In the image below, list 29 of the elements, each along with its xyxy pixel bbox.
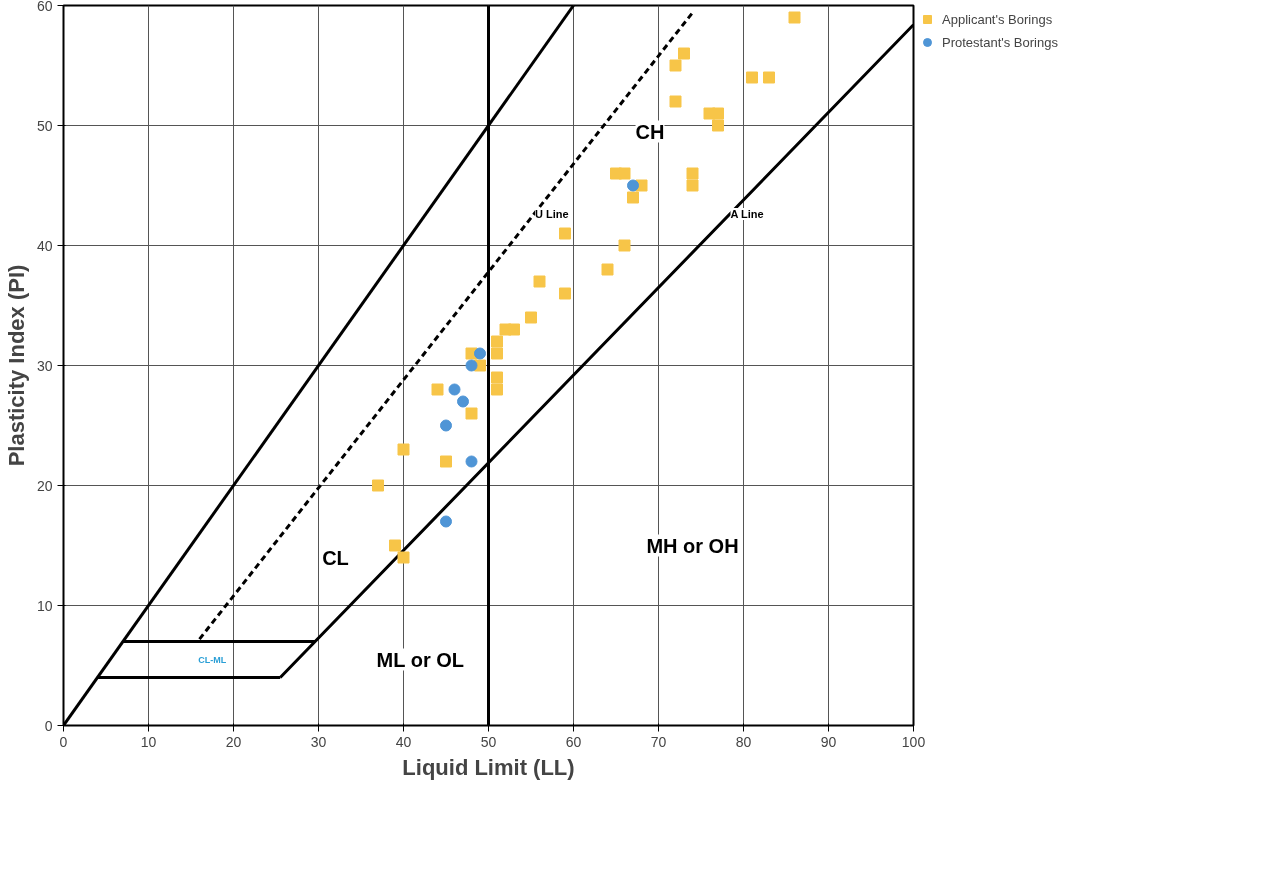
x-tick-label: 70 [650,733,667,750]
x-tick-label: 0 [59,733,68,750]
y-tick-label: 20 [36,477,53,494]
annotation: MH or OH [646,534,739,557]
x-tick-label: 30 [310,733,327,750]
x-axis-title: Liquid Limit (LL) [402,754,575,780]
legend-label: Protestant's Borings [942,34,1058,50]
x-tick-label: 60 [565,733,582,750]
x-tick-label: 50 [480,733,497,750]
y-tick-label: 0 [44,717,53,734]
annotation: CH [635,120,665,143]
y-tick-label: 10 [36,597,53,614]
annotation: CL-ML [198,654,227,665]
x-tick-label: 90 [820,733,837,750]
y-axis-title: Plasticity Index (PI) [3,264,29,467]
x-tick-label: 10 [140,733,157,750]
legend-label: Applicant's Borings [942,11,1053,27]
annotation: CL [322,546,349,569]
x-tick-label: 40 [395,733,412,750]
x-tick-label: 20 [225,733,242,750]
y-tick-label: 50 [36,117,53,134]
annotation: ML or OL [376,648,465,671]
annotation: A Line [730,207,764,220]
y-tick-label: 30 [36,357,53,374]
x-tick-label: 80 [735,733,752,750]
y-tick-label: 40 [36,237,53,254]
y-tick-label: 60 [36,0,53,14]
annotation: U Line [535,207,569,220]
x-tick-label: 100 [901,733,926,750]
